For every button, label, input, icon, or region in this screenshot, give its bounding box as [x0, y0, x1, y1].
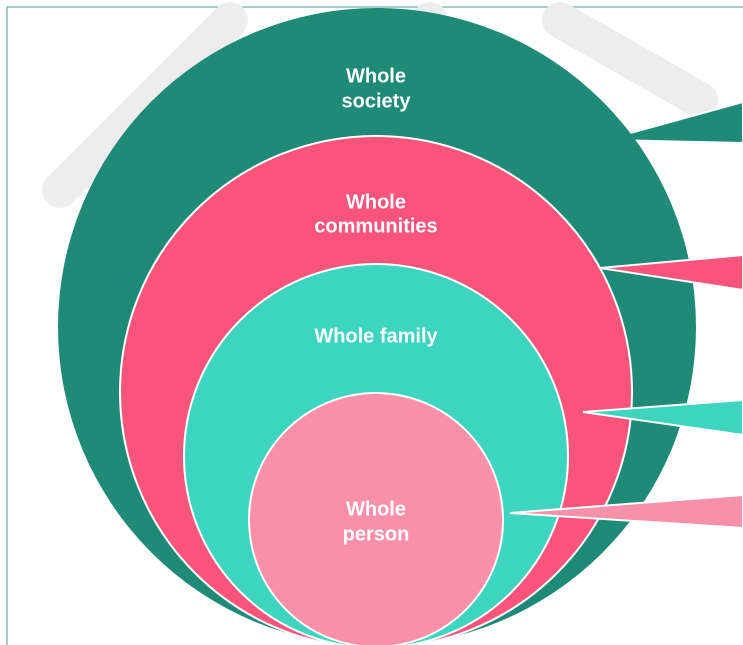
callout-person — [509, 493, 743, 530]
callout-communities — [599, 253, 743, 292]
label-line: Whole — [346, 65, 406, 87]
callout-family — [582, 398, 743, 437]
label-line: person — [343, 523, 410, 545]
label-line: society — [342, 90, 412, 112]
label-line: Whole — [346, 191, 406, 213]
label-line: Whole — [346, 498, 406, 520]
circle-person — [248, 392, 504, 645]
label-line: Whole family — [314, 325, 438, 347]
callout-society — [604, 100, 743, 145]
label-line: communities — [314, 215, 437, 237]
